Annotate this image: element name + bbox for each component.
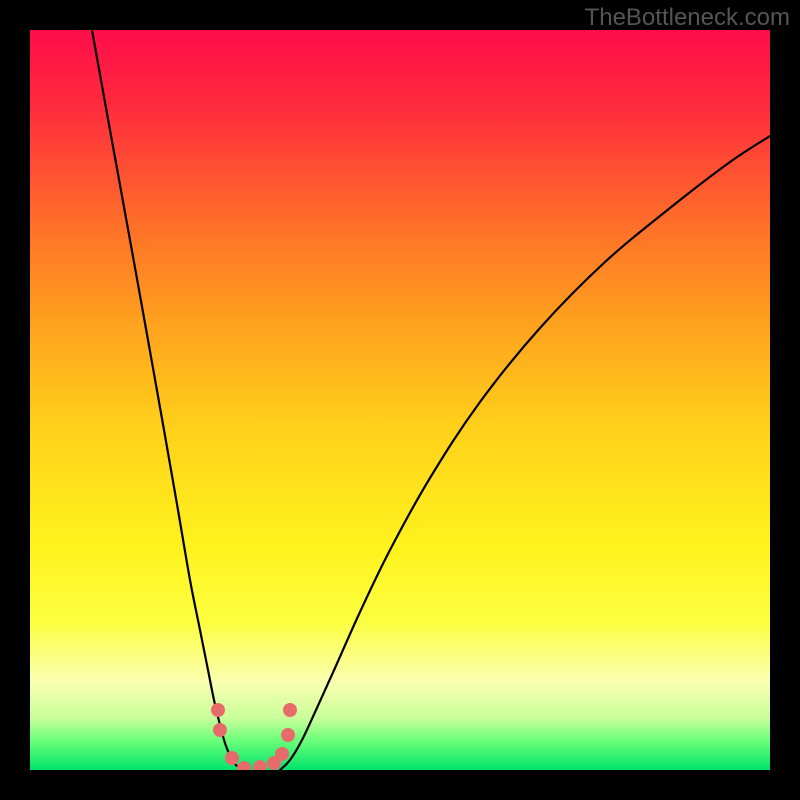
- marker-dot: [225, 751, 239, 765]
- marker-dot: [281, 728, 295, 742]
- watermark-text: TheBottleneck.com: [585, 4, 790, 32]
- marker-dot: [283, 703, 297, 717]
- chart-svg: [30, 30, 770, 770]
- marker-dot: [211, 703, 225, 717]
- marker-dot: [275, 747, 289, 761]
- chart-container: TheBottleneck.com: [0, 0, 800, 800]
- marker-dot: [213, 723, 227, 737]
- bottleneck-curve: [92, 30, 244, 770]
- bottleneck-curve: [280, 136, 770, 770]
- plot-area: [30, 30, 770, 770]
- marker-dot: [237, 761, 251, 770]
- marker-dot: [253, 760, 267, 770]
